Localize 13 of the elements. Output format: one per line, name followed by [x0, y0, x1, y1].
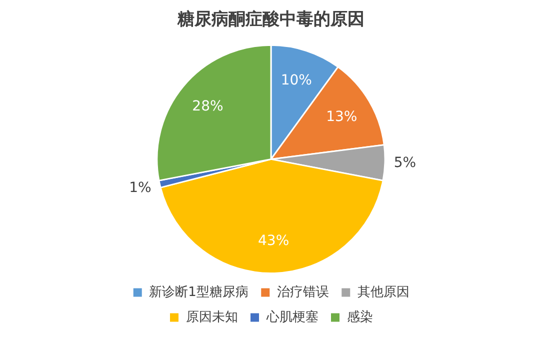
legend-label: 其他原因 [357, 284, 410, 300]
data-label: 1% [129, 180, 152, 196]
legend-label: 原因未知 [186, 310, 238, 325]
data-label: 13% [326, 109, 358, 126]
legend-label: 治疗错误 [276, 284, 329, 300]
data-label: 28% [192, 98, 224, 114]
legend-label: 新诊断1型糖尿病 [149, 284, 248, 300]
data-label: 43% [258, 232, 290, 249]
legend-label: 感染 [346, 310, 373, 325]
data-label: 10% [280, 72, 312, 89]
legend-label: 心肌梗塞 [265, 308, 318, 325]
data-label: 5% [394, 155, 416, 172]
chart-title: 糖尿病酮症酸中毒的原因 [176, 10, 364, 30]
